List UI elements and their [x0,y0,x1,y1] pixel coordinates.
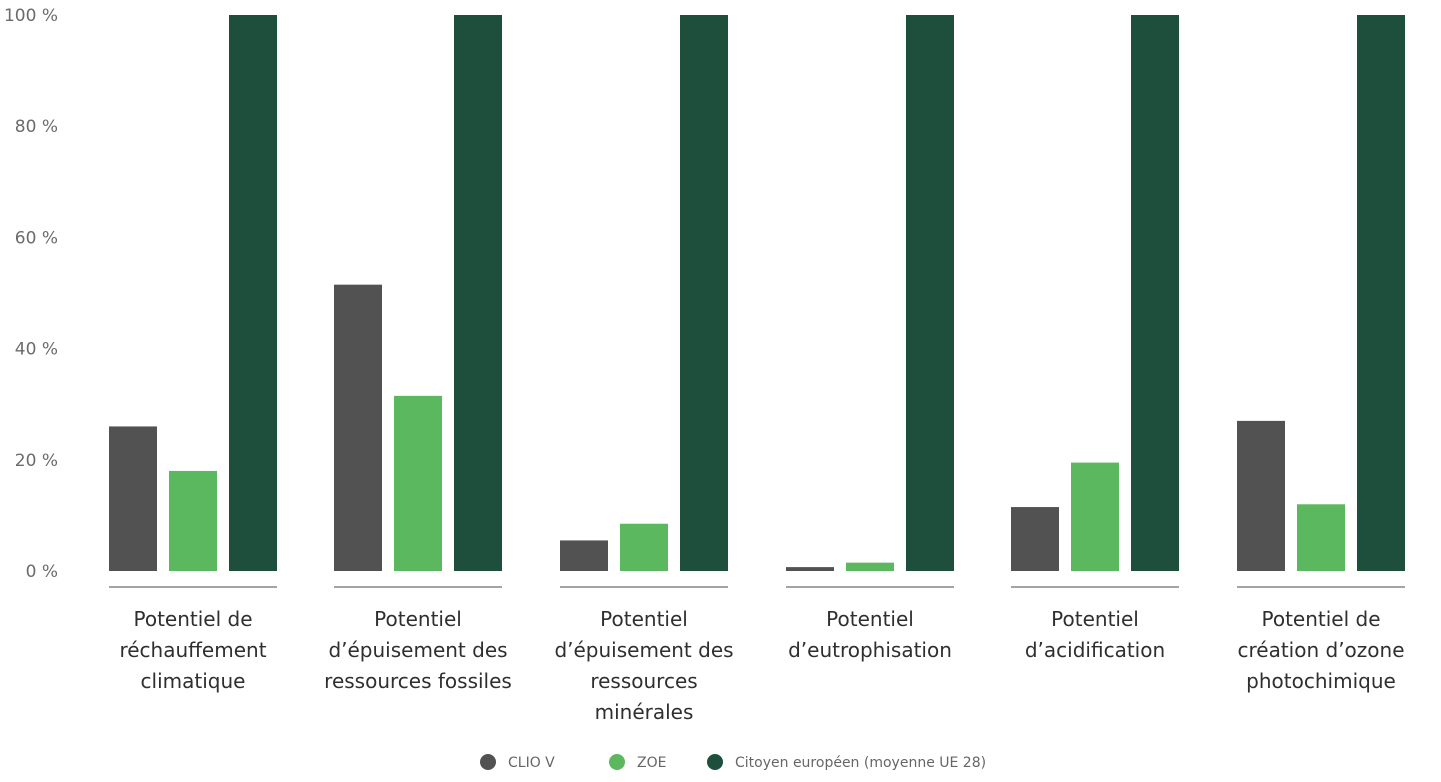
bar [1357,15,1405,571]
category-label-line: Potentiel [374,607,462,631]
legend-marker [707,754,723,770]
category-label-line: réchauffement [119,638,266,662]
bar [229,15,277,571]
category-label: Potentiel d’eutrophisation [788,607,952,662]
bar [846,562,894,571]
bar [1131,15,1179,571]
legend-label: CLIO V [508,755,555,771]
legend-label: ZOE [637,755,666,771]
category-label-line: d’épuisement des [554,638,733,662]
category-labels: Potentiel de réchauffement climatiquePoten… [119,607,1404,724]
category-label-line: minérales [595,700,694,724]
y-tick-label: 20 % [15,451,58,471]
bars [109,15,1405,571]
category-label-line: Potentiel [826,607,914,631]
category-label: Potentiel d’épuisement des ressources foss… [324,607,512,693]
category-label-line: d’épuisement des [328,638,507,662]
y-tick-label: 80 % [15,117,58,137]
category-label: Potentiel d’épuisement des ressources minér… [554,607,733,724]
legend-marker [480,754,496,770]
y-tick-label: 40 % [15,340,58,360]
legend: CLIO V ZOE Citoyen européen (moyenne UE 28… [480,754,986,771]
category-label: Potentiel d’acidification [1025,607,1165,662]
bar [454,15,502,571]
bar [1011,507,1059,571]
bar [680,15,728,571]
y-tick-label: 100 % [4,6,58,26]
category-label-line: climatique [141,669,246,693]
category-label-line: Potentiel [1051,607,1139,631]
category-label-line: Potentiel de [1261,607,1380,631]
category-label-line: Potentiel de [133,607,252,631]
y-tick-label: 60 % [15,228,58,248]
category-label: Potentiel de création d’ozone photochimiqu… [1237,607,1404,693]
bar [786,567,834,571]
category-label-line: d’eutrophisation [788,638,952,662]
category-label-line: Potentiel [600,607,688,631]
category-label: Potentiel de réchauffement climatique [119,607,266,693]
legend-marker [609,754,625,770]
bar [560,540,608,571]
bar [620,523,668,571]
bar [1071,462,1119,571]
category-label-line: d’acidification [1025,638,1165,662]
category-label-line: ressources [590,669,697,693]
bar [169,470,217,571]
bar [394,395,442,571]
category-label-line: photochimique [1246,669,1396,693]
category-label-line: création d’ozone [1237,638,1404,662]
bar [1237,420,1285,571]
bar [334,284,382,571]
y-tick-label: 0 % [26,562,58,582]
y-axis-labels: 0 % 20 % 40 % 60 % 80 % 100 % [4,6,58,582]
category-label-line: ressources fossiles [324,669,512,693]
bar [906,15,954,571]
bar [109,426,157,571]
bar [1297,504,1345,571]
legend-label: Citoyen européen (moyenne UE 28) [735,755,986,771]
